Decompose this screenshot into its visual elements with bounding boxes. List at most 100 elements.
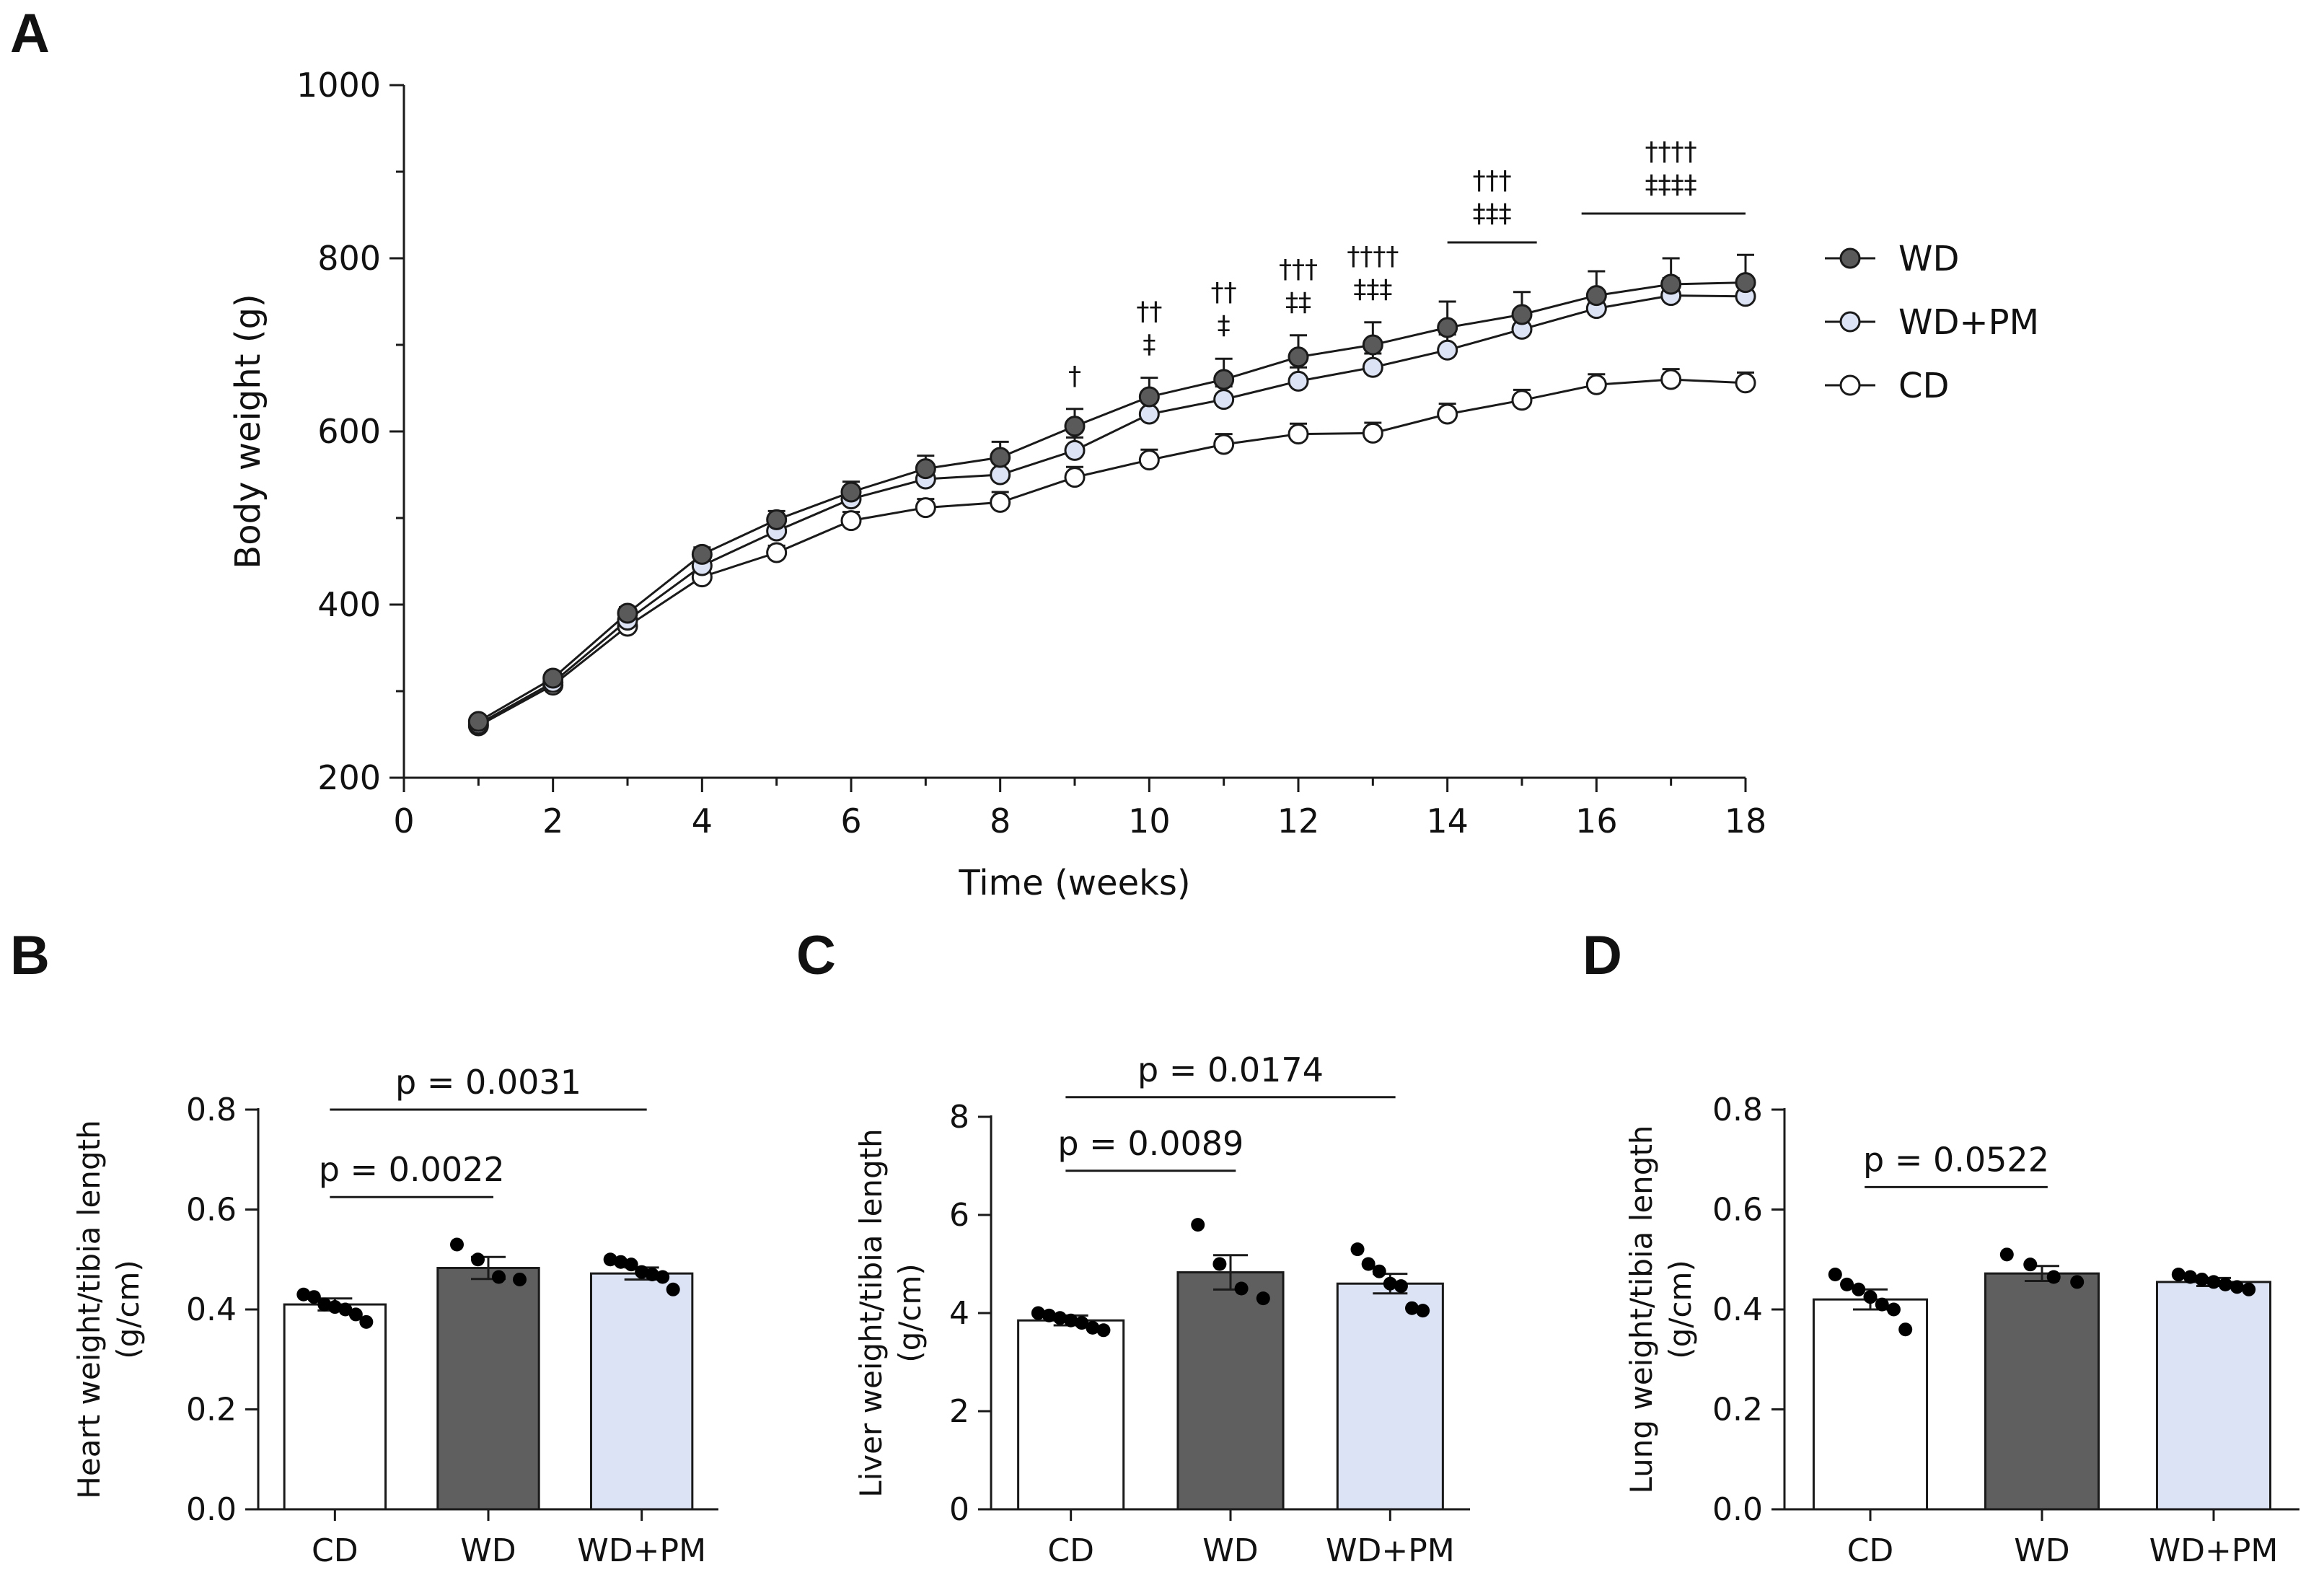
data-point-wd [467, 711, 489, 732]
significance-marker: ‡ [1143, 330, 1156, 360]
data-point [1064, 1313, 1078, 1327]
data-point-cd [1437, 403, 1458, 425]
data-point [2206, 1275, 2221, 1289]
data-point [327, 1300, 342, 1315]
data-point [2230, 1280, 2244, 1294]
data-point-wd [1064, 416, 1086, 437]
data-point [1031, 1306, 1045, 1320]
data-point [1863, 1290, 1878, 1304]
data-point-wd [1213, 369, 1235, 390]
y-tick-label: 0.8 [186, 1092, 237, 1128]
y-axis-label-units: (g/cm) [892, 1263, 928, 1363]
y-tick-label: 0.4 [186, 1291, 237, 1328]
data-point-wd [1511, 304, 1533, 325]
data-point [1383, 1276, 1397, 1291]
p-value-label: p = 0.0089 [1057, 1124, 1244, 1163]
x-tick-label: WD [2014, 1532, 2069, 1569]
data-point [1999, 1247, 2014, 1262]
data-point [1886, 1302, 1901, 1317]
y-tick-label: 400 [317, 585, 381, 624]
panel-letter-b: B [10, 925, 50, 986]
data-point-wd-pm [1288, 370, 1309, 392]
data-point [2023, 1258, 2038, 1272]
significance-marker: ‡‡‡‡ [1645, 170, 1697, 200]
x-tick-label: 16 [1575, 802, 1618, 841]
data-point [2242, 1282, 2256, 1296]
y-tick-label: 8 [949, 1099, 969, 1136]
data-point-wd [691, 543, 713, 565]
data-point-wd [1288, 346, 1309, 368]
bar-wd-pm [589, 1272, 694, 1511]
bar-cd [1017, 1319, 1125, 1511]
y-tick-label: 2 [949, 1393, 969, 1430]
y-tick-label: 0.2 [186, 1392, 237, 1428]
y-tick-label: 0.2 [1712, 1392, 1763, 1428]
significance-marker: ‡‡ [1285, 288, 1311, 317]
data-point-cd [915, 497, 936, 519]
p-value-label: p = 0.0022 [319, 1150, 505, 1189]
panel-letter-a: A [10, 3, 50, 64]
legend-marker [1839, 247, 1861, 269]
data-point [635, 1265, 649, 1279]
x-tick-label: 18 [1725, 802, 1767, 841]
data-point [1075, 1316, 1089, 1330]
legend-marker [1839, 374, 1861, 396]
data-point-cd [1213, 434, 1235, 455]
bar-wd [436, 1267, 540, 1511]
x-tick-label: WD [460, 1532, 516, 1569]
data-point [1394, 1279, 1408, 1294]
p-value-label: p = 0.0031 [395, 1063, 581, 1102]
data-point [338, 1302, 353, 1317]
y-tick-label: 0.0 [1712, 1491, 1763, 1528]
data-point-cd [1735, 372, 1756, 394]
y-tick-label: 800 [317, 239, 381, 278]
y-tick-label: 0.6 [1712, 1192, 1763, 1229]
bar-chart-liver: 0 2 4 6 8 Liver weight/tibia length (g/cm) CD WD… [853, 1050, 1470, 1569]
y-axis-label-units: (g/cm) [1663, 1260, 1698, 1359]
bar-chart-lung: 0.0 0.2 0.4 0.6 0.8 Lung weight/tibia length(… [1624, 1092, 2299, 1569]
line-chart-body-weight: 200 400 600 800 1000 0 2 4 6 8 10 12 14 16 18 Time (wee… [228, 66, 2039, 903]
data-point [1372, 1264, 1386, 1278]
data-point-cd [766, 542, 788, 563]
data-point [2070, 1275, 2085, 1289]
data-point [492, 1270, 506, 1284]
data-point [603, 1252, 617, 1267]
data-point-wd-pm [990, 464, 1011, 486]
x-tick-label: WD+PM [2149, 1532, 2279, 1569]
data-point-wd [1585, 285, 1607, 307]
y-tick-label: 600 [317, 412, 381, 451]
data-point-wd-pm [1138, 403, 1160, 425]
data-point-wd [1735, 272, 1756, 294]
y-tick-label: 200 [317, 758, 381, 797]
data-point [1361, 1257, 1376, 1271]
y-tick-label: 4 [949, 1295, 969, 1332]
x-tick-label: WD+PM [1326, 1532, 1455, 1569]
significance-marker: †† [1211, 278, 1237, 307]
y-tick-label: 0.6 [186, 1192, 237, 1229]
legend-marker [1839, 311, 1861, 333]
significance-marker: ††† [1473, 166, 1512, 196]
p-value-label: p = 0.0174 [1137, 1050, 1324, 1089]
data-point-wd [915, 458, 936, 480]
data-point [513, 1272, 527, 1286]
x-tick-label: CD [1047, 1532, 1094, 1569]
data-point [645, 1268, 659, 1282]
data-point [1898, 1322, 1913, 1337]
data-point [1405, 1301, 1420, 1315]
data-point [1086, 1320, 1100, 1335]
series-line-cd [477, 378, 1746, 727]
data-point [624, 1258, 638, 1272]
y-axis-label: Heart weight/tibia length [71, 1120, 107, 1498]
data-point [296, 1287, 311, 1302]
x-tick-label: 10 [1128, 802, 1171, 841]
data-point [1234, 1281, 1249, 1296]
data-point [656, 1270, 670, 1284]
y-tick-label: 0.4 [1712, 1291, 1763, 1328]
bar-chart-heart: 0.0 0.2 0.4 0.6 0.8 Heart weight/tibia length… [71, 1063, 718, 1569]
data-point [317, 1297, 332, 1312]
data-point [1828, 1268, 1842, 1282]
legend-label: WD [1898, 239, 1959, 279]
significance-marker: ‡ [1218, 311, 1231, 341]
data-point [307, 1290, 321, 1304]
